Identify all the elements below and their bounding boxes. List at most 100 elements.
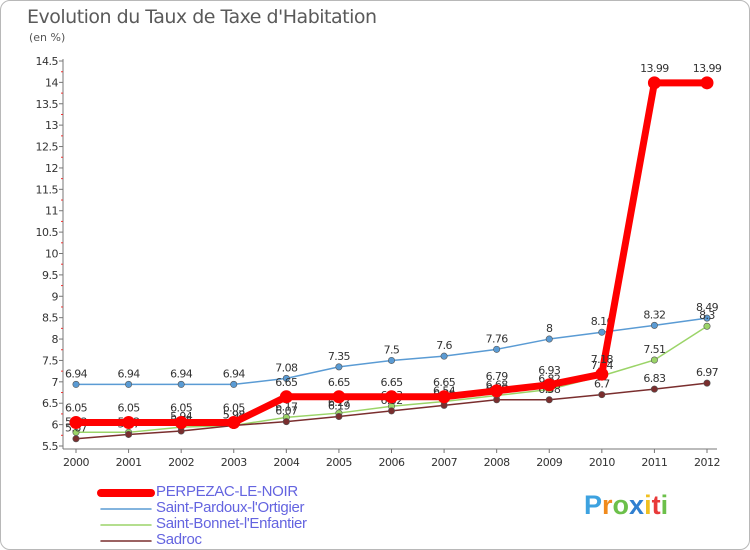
unit-label: (en %) [29,31,66,44]
data-point [125,380,133,388]
logo-letter: r [602,490,613,520]
data-label: 6.97 [696,366,719,379]
data-label: 7.18 [591,353,614,366]
y-tick-label: 9.5 [42,269,58,282]
logo-letter: o [612,490,630,520]
data-point [440,352,448,360]
data-label: 8.49 [696,301,719,314]
data-point [542,378,556,392]
x-tick-label: 2003 [221,456,247,469]
data-label: 6.65 [328,376,351,389]
data-label: 7.51 [643,343,665,356]
data-label: 6.94 [65,367,88,380]
y-tick-label: 6.5 [42,397,58,410]
data-label: 8.3 [699,309,715,322]
x-tick-label: 2009 [536,456,562,469]
x-tick-label: 2005 [326,456,352,469]
y-tick-label: 11 [45,205,58,218]
data-point [595,367,609,381]
data-point [282,418,290,426]
y-tick-label: 12.5 [36,141,59,154]
data-label: 6.94 [170,367,193,380]
data-point [177,380,185,388]
y-tick-label: 14.5 [36,55,59,68]
data-point [335,363,343,371]
data-point [493,396,501,404]
logo-letter: i [644,490,652,520]
x-tick-label: 2012 [694,456,720,469]
y-tick-label: 5.5 [42,440,58,453]
logo-letter: P [584,490,603,520]
data-point [545,396,553,404]
data-point [174,415,188,429]
data-label: 6.17 [275,400,298,413]
data-point [69,415,83,429]
data-label: 6.94 [223,367,246,380]
data-label: 6.05 [65,401,88,414]
x-tick-label: 2002 [168,456,194,469]
data-point [230,380,238,388]
data-point [650,356,658,364]
y-tick-label: 11.5 [36,183,59,196]
y-tick-label: 14 [45,76,58,89]
data-point [598,328,606,336]
data-point [647,76,661,90]
legend-label: PERPEZAC-LE-NOIR [156,483,298,500]
data-label: 7.6 [436,339,452,352]
data-point [490,384,504,398]
y-tick-label: 7 [52,376,59,389]
y-tick-label: 13 [45,119,58,132]
data-label: 13.99 [640,62,669,75]
data-label: 6.7 [594,378,610,391]
data-label: 6.05 [223,401,246,414]
logo-letter: t [651,490,661,520]
y-tick-label: 9 [52,290,59,303]
data-label: 6.93 [538,364,561,377]
data-label: 6.05 [118,401,141,414]
data-point [332,390,346,404]
y-tick-label: 7.5 [42,354,58,367]
chart-title: Evolution du Taux de Taxe d'Habitation [27,6,377,28]
data-label: 7.5 [384,343,400,356]
data-point [125,430,133,438]
legend-label: Saint-Bonnet-l'Enfantier [156,515,307,532]
data-label: 8 [546,322,553,335]
x-tick-label: 2004 [273,456,299,469]
data-point [282,374,290,382]
data-label: 13.99 [693,62,722,75]
data-point [387,356,395,364]
data-label: 6.65 [380,376,403,389]
data-label: 7.35 [328,350,351,363]
x-tick-label: 2000 [63,456,89,469]
y-tick-label: 12 [45,162,58,175]
x-tick-label: 2001 [116,456,142,469]
data-label: 7.76 [486,332,509,345]
data-point [72,380,80,388]
data-point [72,435,80,443]
legend-label: Sadroc [156,531,202,548]
data-point [650,385,658,393]
legend-label: Saint-Pardoux-l'Ortigier [156,499,305,516]
data-point [700,76,714,90]
data-point [703,322,711,330]
data-label: 6.19 [328,399,351,412]
data-point [598,391,606,399]
data-label: 7.08 [275,361,298,374]
y-tick-label: 10 [45,248,58,261]
data-point [703,379,711,387]
data-point [493,345,501,353]
x-tick-label: 2007 [431,456,457,469]
data-point [227,415,241,429]
data-point [545,335,553,343]
data-label: 6.83 [643,372,666,385]
logo-letter: x [629,490,645,520]
y-tick-label: 6 [52,419,59,432]
data-point [703,314,711,322]
data-point [122,415,136,429]
data-point [335,412,343,420]
y-tick-label: 13.5 [36,98,59,111]
x-tick-label: 2008 [484,456,510,469]
x-tick-label: 2006 [379,456,405,469]
y-tick-label: 8 [52,333,59,346]
